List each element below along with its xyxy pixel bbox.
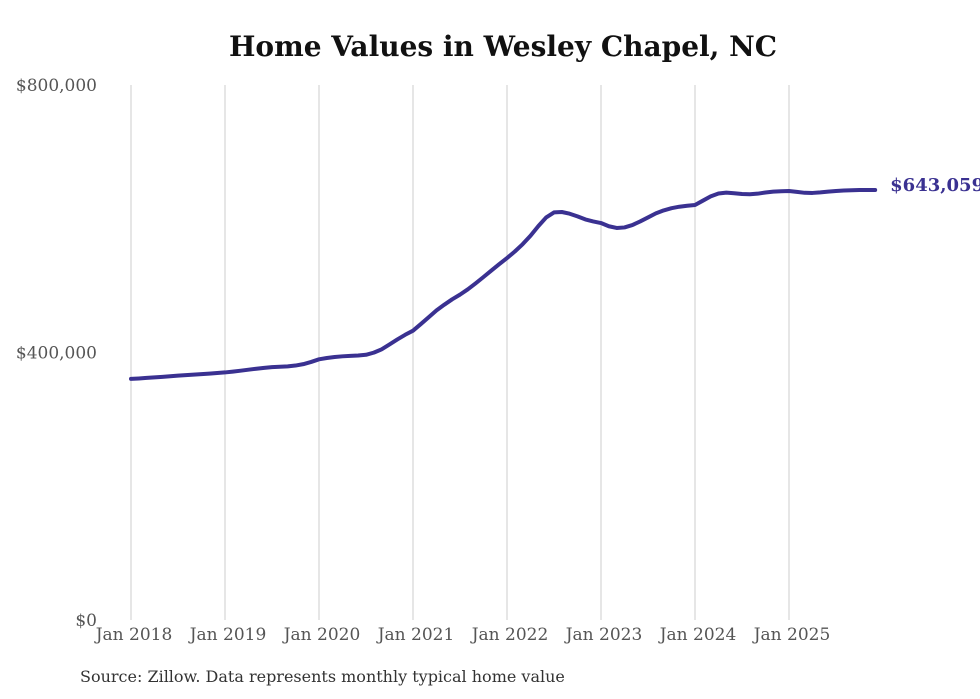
x-tick-jan-2020: Jan 2020 [282,625,361,645]
chart-title: Home Values in Wesley Chapel, NC [229,30,777,63]
source-note: Source: Zillow. Data represents monthly … [80,667,565,686]
x-tick-jan-2022: Jan 2022 [470,625,549,645]
y-tick-400000: $400,000 [16,344,97,364]
vertical-gridlines [130,85,790,620]
x-tick-jan-2018: Jan 2018 [94,625,173,645]
x-tick-jan-2019: Jan 2019 [188,625,267,645]
y-tick-0: $0 [75,611,97,631]
home-value-line [129,187,878,381]
x-axis-tick-labels: Jan 2018 Jan 2019 Jan 2020 Jan 2021 Jan 2022… [94,625,831,645]
latest-value-label: $643,059 [890,175,980,196]
y-axis-tick-labels: $0 $400,000 $800,000 [16,76,97,631]
y-tick-800000: $800,000 [16,76,97,96]
x-tick-jan-2025: Jan 2025 [752,625,831,645]
x-tick-jan-2024: Jan 2024 [658,625,737,645]
x-tick-jan-2021: Jan 2021 [376,625,455,645]
x-tick-jan-2023: Jan 2023 [564,625,643,645]
